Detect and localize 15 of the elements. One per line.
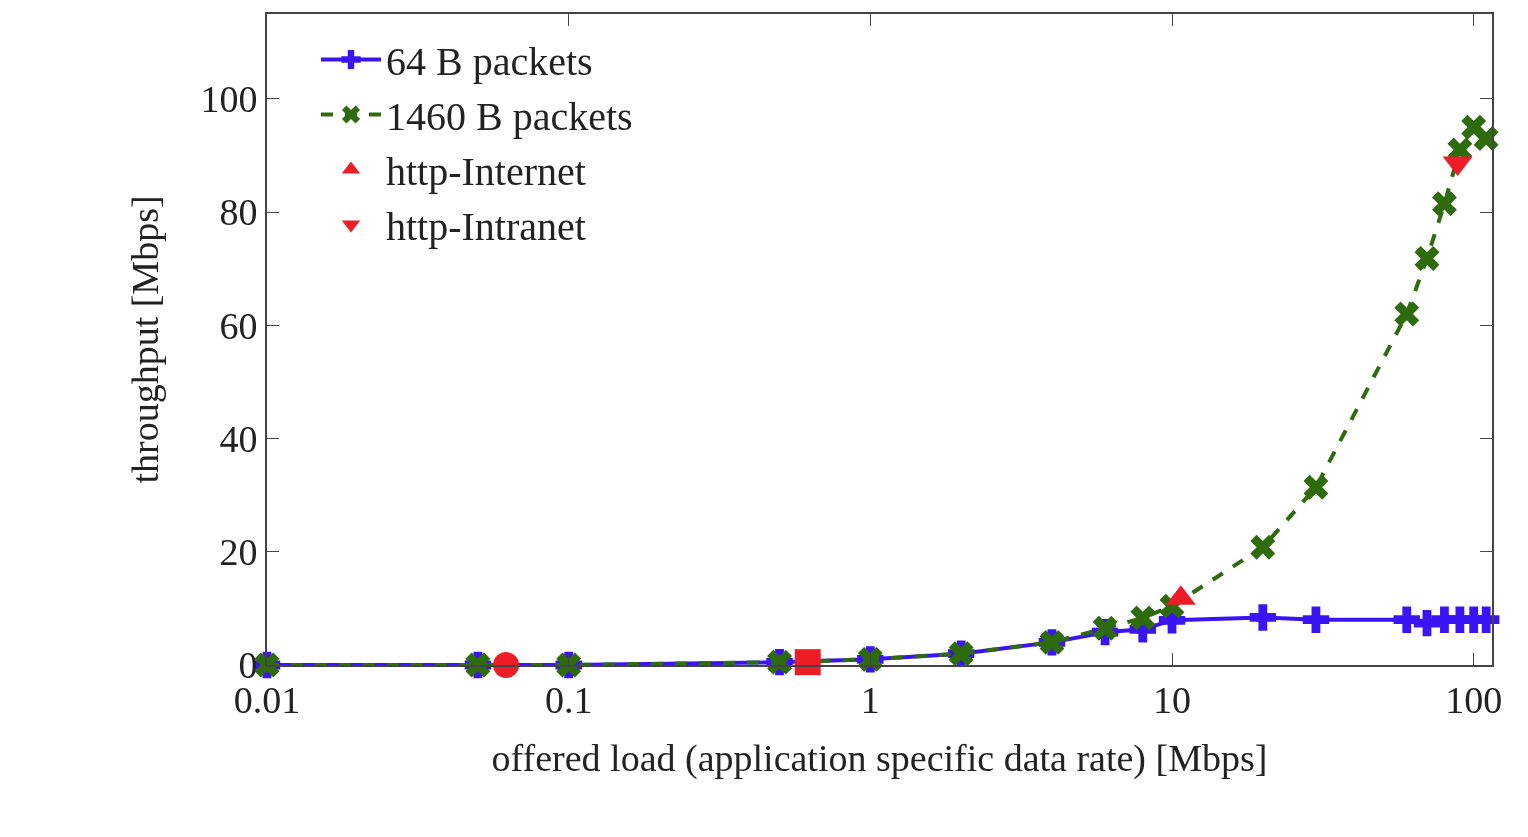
x-tick-label: 1 bbox=[860, 678, 880, 721]
y-tick-label: 100 bbox=[200, 78, 258, 121]
x-axis-title: offered load (application specific data rate) [Mbps] bbox=[491, 737, 1268, 781]
y-tick-label: 80 bbox=[219, 191, 258, 234]
legend-label: 1460 B packets bbox=[386, 94, 633, 140]
x-tick-label: 0.1 bbox=[544, 678, 593, 721]
y-tick-label: 40 bbox=[219, 417, 258, 460]
x-tick-label: 10 bbox=[1153, 678, 1192, 721]
y-tick-label: 20 bbox=[219, 531, 258, 574]
y-tick-label: 60 bbox=[219, 304, 258, 347]
legend-label: http-Internet bbox=[386, 149, 586, 195]
y-axis-title: throughput [Mbps] bbox=[124, 195, 167, 484]
legend-label: http-Intranet bbox=[386, 204, 586, 250]
legend-label: 64 B packets bbox=[386, 39, 593, 85]
x-tick-label: 100 bbox=[1445, 678, 1503, 721]
